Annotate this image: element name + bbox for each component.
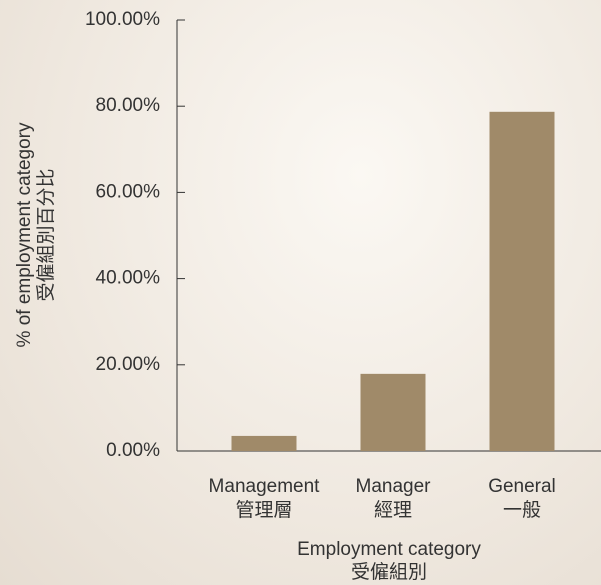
bar: [360, 373, 426, 451]
x-tick-label: Management: [209, 476, 321, 497]
x-tick-label: 一般: [503, 499, 541, 521]
x-tick-label: 管理層: [235, 499, 292, 521]
y-tick-label: 20.00%: [96, 354, 161, 375]
y-tick-label: 60.00%: [96, 181, 161, 202]
x-tick-label: Manager: [356, 476, 432, 497]
y-axis-label: % of employment category 受僱組別百分比: [14, 122, 57, 347]
y-tick-label: 100.00%: [85, 9, 160, 30]
y-axis-label-line: 受僱組別百分比: [35, 168, 57, 301]
y-axis-label-line: % of employment category: [14, 122, 35, 347]
x-axis-label: 受僱組別: [351, 561, 427, 583]
x-tick-label: 經理: [374, 499, 412, 521]
bar: [231, 435, 297, 451]
bar: [489, 111, 555, 451]
y-tick-label: 80.00%: [96, 95, 161, 116]
y-tick-label: 40.00%: [96, 268, 161, 289]
y-tick-label: 0.00%: [106, 440, 160, 461]
x-tick-label: General: [488, 476, 556, 497]
x-axis-label: Employment category: [297, 539, 481, 560]
